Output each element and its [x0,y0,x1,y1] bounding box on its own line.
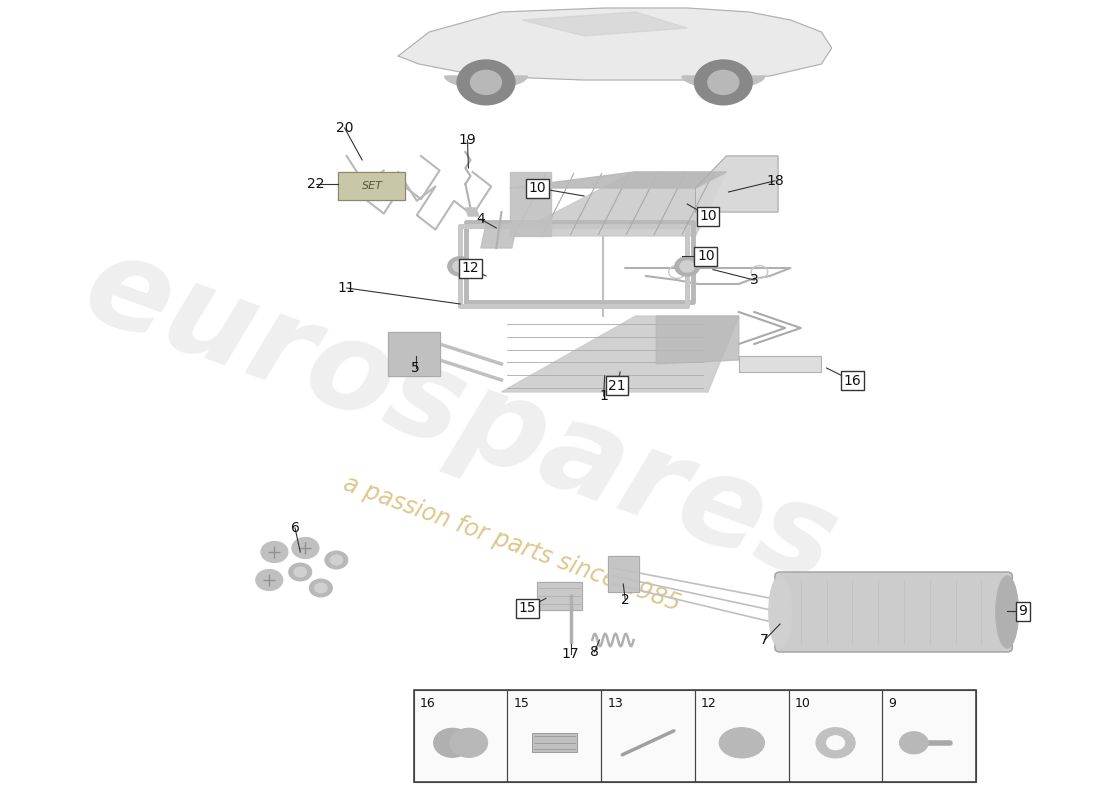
Text: 8: 8 [590,645,598,659]
Polygon shape [388,332,440,376]
Bar [414,690,507,782]
Bar [602,690,695,782]
Text: 10: 10 [529,181,547,195]
Polygon shape [739,356,822,372]
Text: 6: 6 [290,521,299,535]
Text: 15: 15 [518,601,536,615]
Text: eurospares: eurospares [68,224,853,608]
Text: 20: 20 [336,121,353,135]
Polygon shape [339,172,406,200]
Text: 10: 10 [697,249,715,263]
Bar [507,690,602,782]
Circle shape [708,70,739,94]
Circle shape [674,257,700,276]
Text: 21: 21 [608,378,626,393]
Text: 12: 12 [462,261,480,275]
Text: 5: 5 [411,361,420,375]
Ellipse shape [996,576,1019,648]
Circle shape [680,261,694,272]
Text: 9: 9 [1019,604,1027,618]
Circle shape [433,728,471,757]
Text: 2: 2 [620,593,629,607]
Bar [695,690,789,782]
Text: 19: 19 [459,133,476,147]
Bar [882,690,976,782]
Circle shape [694,60,752,105]
Text: 22: 22 [307,177,324,191]
Ellipse shape [816,728,855,758]
Circle shape [450,728,487,757]
Ellipse shape [769,576,791,648]
Circle shape [261,542,288,562]
Polygon shape [537,582,582,610]
Polygon shape [465,208,478,216]
Text: 10: 10 [795,697,811,710]
Circle shape [900,731,928,754]
Polygon shape [522,12,688,36]
Text: 4: 4 [476,212,485,226]
Circle shape [471,70,502,94]
Circle shape [315,583,327,593]
Polygon shape [481,224,517,248]
Polygon shape [444,76,527,88]
Circle shape [289,563,311,581]
Polygon shape [657,316,739,364]
Polygon shape [502,316,739,392]
Polygon shape [509,172,726,236]
Circle shape [453,261,468,272]
Circle shape [309,579,332,597]
Polygon shape [509,172,551,236]
Ellipse shape [826,736,845,750]
Text: 10: 10 [698,209,717,223]
Polygon shape [695,156,778,212]
Bar [789,690,882,782]
Circle shape [292,538,319,558]
Text: 3: 3 [750,273,759,287]
FancyBboxPatch shape [774,572,1012,652]
Polygon shape [509,172,726,188]
Polygon shape [608,556,639,592]
Text: 13: 13 [607,697,624,710]
Text: SET: SET [362,182,383,191]
Circle shape [294,567,307,577]
Text: 16: 16 [844,374,861,388]
Circle shape [458,60,515,105]
Ellipse shape [719,728,764,758]
Circle shape [448,257,473,276]
Circle shape [330,555,342,565]
Text: 9: 9 [889,697,896,710]
Text: 1: 1 [600,389,608,403]
Text: 15: 15 [514,697,529,710]
Text: 11: 11 [338,281,355,295]
Bar [531,733,578,752]
Polygon shape [682,76,764,88]
Circle shape [256,570,283,590]
Bar [414,690,976,782]
Text: a passion for parts since 1985: a passion for parts since 1985 [340,472,683,616]
Text: 7: 7 [760,633,769,647]
Polygon shape [398,8,832,80]
Text: 17: 17 [562,647,580,662]
Text: 12: 12 [701,697,717,710]
Circle shape [324,551,348,569]
Text: 18: 18 [766,174,784,188]
Text: 16: 16 [420,697,436,710]
